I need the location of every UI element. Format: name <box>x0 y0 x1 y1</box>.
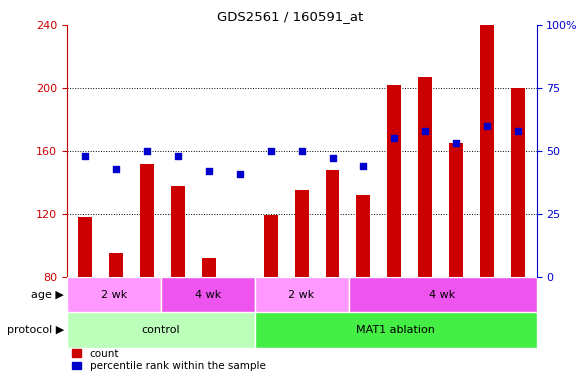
Point <box>111 166 121 172</box>
Point <box>297 148 306 154</box>
Point <box>390 135 399 141</box>
Bar <box>67 312 255 348</box>
Bar <box>67 277 161 312</box>
Text: age ▶: age ▶ <box>31 290 64 300</box>
Bar <box>78 217 92 277</box>
Point <box>359 163 368 169</box>
Bar <box>325 170 339 277</box>
Text: 4 wk: 4 wk <box>194 290 221 300</box>
Bar <box>255 277 349 312</box>
Text: 4 wk: 4 wk <box>429 290 456 300</box>
Text: protocol ▶: protocol ▶ <box>6 325 64 335</box>
Text: control: control <box>142 325 180 335</box>
Bar <box>449 143 463 277</box>
Bar <box>255 312 536 348</box>
Point <box>451 140 461 146</box>
Point <box>143 148 152 154</box>
Text: MAT1 ablation: MAT1 ablation <box>356 325 435 335</box>
Legend: count, percentile rank within the sample: count, percentile rank within the sample <box>72 349 266 371</box>
Bar <box>140 164 154 277</box>
Bar <box>161 277 255 312</box>
Point <box>420 128 430 134</box>
Point <box>173 153 183 159</box>
Point <box>81 153 90 159</box>
Text: 2 wk: 2 wk <box>100 290 127 300</box>
Text: GDS2561 / 160591_at: GDS2561 / 160591_at <box>217 10 363 23</box>
Bar <box>171 185 185 277</box>
Bar <box>109 253 123 277</box>
Bar <box>295 190 309 277</box>
Bar <box>357 195 371 277</box>
Bar <box>387 85 401 277</box>
Text: 2 wk: 2 wk <box>288 290 315 300</box>
Point <box>235 170 244 177</box>
Bar <box>511 88 525 277</box>
Point <box>513 128 523 134</box>
Point <box>266 148 276 154</box>
Bar <box>233 277 246 280</box>
Point <box>204 168 213 174</box>
Point <box>483 122 492 129</box>
Bar <box>202 258 216 277</box>
Bar <box>480 25 494 277</box>
Bar <box>418 77 432 277</box>
Bar <box>264 215 278 277</box>
Bar <box>349 277 536 312</box>
Point <box>328 156 337 162</box>
